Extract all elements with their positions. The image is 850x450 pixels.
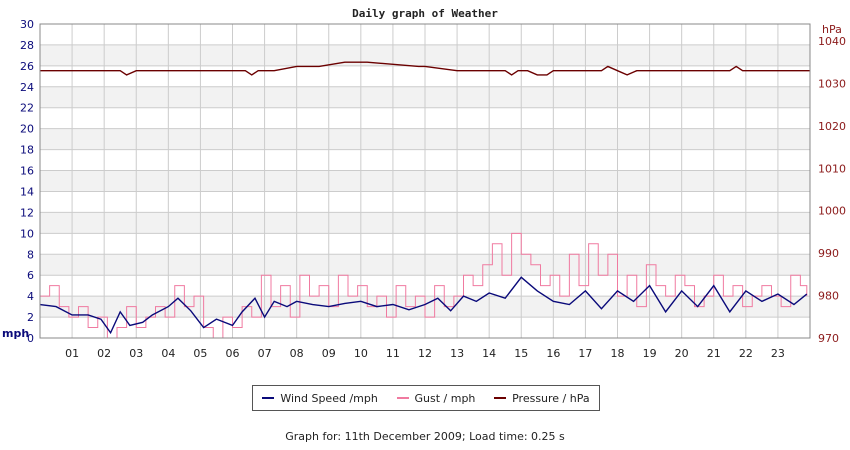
left-tick-label: 14 (20, 185, 34, 198)
x-tick-label: 13 (450, 347, 464, 360)
right-tick-label: 970 (818, 332, 839, 345)
left-tick-label: 30 (20, 18, 34, 31)
legend-swatch-gust (396, 397, 409, 399)
left-tick-label: 12 (20, 206, 34, 219)
legend: Wind Speed /mph Gust / mph Pressure / hP… (252, 385, 600, 411)
left-tick-label: 28 (20, 39, 34, 52)
legend-item-wind-speed: Wind Speed /mph (262, 392, 378, 405)
x-tick-label: 19 (643, 347, 657, 360)
x-axis-ticks: 01 02 03 04 05 06 07 08 09 10 11 12 13 14 15 16 17 18 19 20… (65, 347, 785, 360)
series-line-pressure-hpa (40, 61, 810, 76)
x-tick-label: 02 (97, 347, 111, 360)
legend-swatch-wind-speed (262, 397, 275, 399)
chart-title: Daily graph of Weather (352, 7, 498, 20)
right-axis-unit: hPa (822, 23, 842, 36)
left-tick-label: 2 (27, 311, 34, 324)
x-tick-label: 22 (739, 347, 753, 360)
right-tick-label: 990 (818, 247, 839, 260)
left-tick-label: 26 (20, 60, 34, 73)
left-tick-label: 0 (27, 332, 34, 345)
left-tick-label: 8 (27, 248, 34, 261)
series-line-wind-speed-mph (39, 276, 808, 335)
right-tick-label: 1010 (818, 162, 846, 175)
legend-label-wind-speed: Wind Speed /mph (280, 391, 378, 405)
right-tick-label: 980 (818, 290, 839, 303)
left-axis-unit: mph (2, 327, 29, 340)
series-layer (39, 61, 810, 339)
x-tick-label: 14 (482, 347, 496, 360)
x-tick-label: 06 (226, 347, 240, 360)
left-tick-label: 20 (20, 123, 34, 136)
x-tick-label: 05 (193, 347, 207, 360)
left-tick-label: 10 (20, 227, 34, 240)
left-tick-label: 4 (27, 290, 34, 303)
plot-frame (39, 23, 811, 339)
x-tick-label: 12 (418, 347, 432, 360)
x-tick-label: 11 (386, 347, 400, 360)
legend-swatch-pressure (494, 397, 507, 399)
x-tick-label: 04 (161, 347, 175, 360)
graph-footer: Graph for: 11th December 2009; Load time… (285, 430, 565, 443)
left-tick-label: 24 (20, 81, 34, 94)
x-tick-label: 16 (546, 347, 560, 360)
x-tick-label: 17 (578, 347, 592, 360)
right-axis-ticks: 970 980 990 1000 1010 1020 1030 1040 (818, 35, 846, 345)
left-tick-label: 16 (20, 165, 34, 178)
legend-label-gust: Gust / mph (414, 391, 476, 405)
x-tick-label: 08 (290, 347, 304, 360)
legend-item-pressure: Pressure / hPa (494, 392, 590, 405)
x-tick-label: 20 (675, 347, 689, 360)
series-line-gust-mph (40, 232, 808, 339)
left-tick-label: 22 (20, 102, 34, 115)
legend-label-pressure: Pressure / hPa (512, 391, 590, 405)
x-tick-label: 21 (707, 347, 721, 360)
left-tick-label: 18 (20, 144, 34, 157)
x-tick-label: 01 (65, 347, 79, 360)
x-tick-label: 09 (322, 347, 336, 360)
x-tick-label: 07 (258, 347, 272, 360)
right-tick-label: 1020 (818, 120, 846, 133)
x-tick-label: 15 (514, 347, 528, 360)
x-tick-label: 10 (354, 347, 368, 360)
right-tick-label: 1040 (818, 35, 846, 48)
x-tick-label: 03 (129, 347, 143, 360)
right-tick-label: 1030 (818, 77, 846, 90)
right-tick-label: 1000 (818, 205, 846, 218)
left-tick-label: 6 (27, 269, 34, 282)
x-tick-label: 18 (611, 347, 625, 360)
x-tick-label: 23 (771, 347, 785, 360)
legend-item-gust: Gust / mph (396, 391, 476, 405)
